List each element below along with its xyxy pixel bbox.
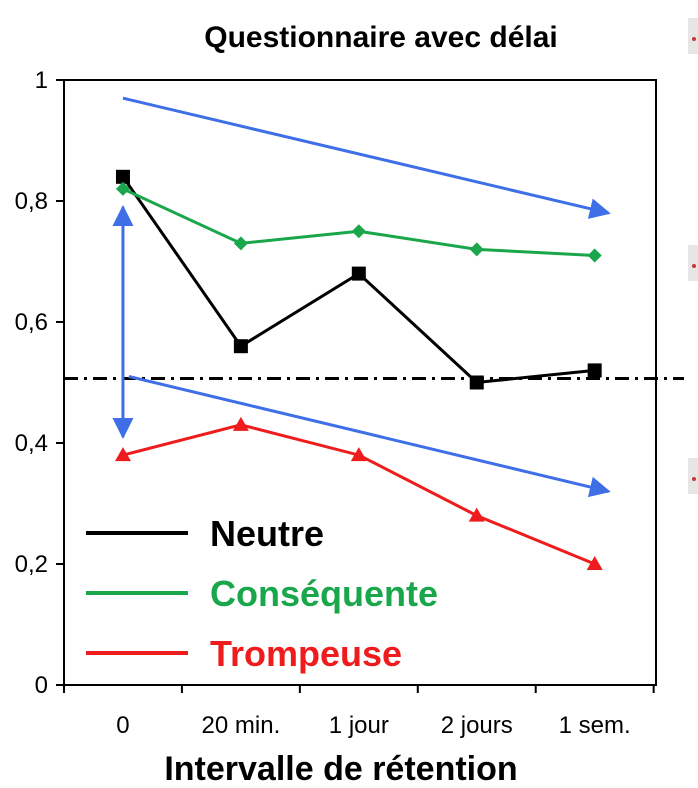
data-point-diamond [469, 242, 484, 257]
edge-fragment-dot [692, 477, 696, 481]
x-tick-label: 1 sem. [559, 712, 631, 739]
x-tick-label: 1 jour [329, 712, 389, 739]
y-axis: 0 0,2 0,4 0,6 0,8 1 [15, 67, 64, 699]
x-axis: 0 20 min. 1 jour 2 jours 1 sem. [63, 685, 655, 739]
series-trompeuse [114, 416, 603, 570]
legend-label: Trompeuse [210, 633, 402, 674]
data-point-triangle [114, 447, 131, 462]
series-line [122, 187, 595, 257]
data-point-diamond [115, 181, 130, 196]
y-tick-label: 0,8 [15, 188, 48, 215]
data-point-square [351, 266, 366, 281]
series-neutre [115, 169, 602, 390]
y-tick-label: 0,4 [15, 430, 48, 457]
data-point-square [587, 363, 602, 378]
data-point-diamond [233, 236, 248, 251]
data-point-square [115, 169, 130, 184]
data-point-triangle [586, 556, 603, 570]
data-point-square [469, 375, 484, 390]
trend-arrow [122, 96, 611, 219]
legend-label: Conséquente [210, 573, 438, 614]
plot-area-frame [63, 79, 657, 686]
data-point-diamond [351, 224, 366, 239]
annotation-layer [112, 96, 611, 498]
y-tick-label: 0 [35, 672, 48, 699]
y-tick-label: 1 [35, 67, 48, 94]
series-line [122, 423, 596, 566]
data-point-square [233, 339, 248, 354]
data-point-diamond [587, 248, 602, 263]
chart-title: Questionnaire avec délai [204, 21, 557, 54]
edge-fragment [688, 245, 698, 281]
legend-label: Neutre [210, 513, 324, 554]
data-point-triangle [350, 447, 367, 462]
edge-fragment [688, 458, 698, 494]
edge-fragment-dot [692, 37, 696, 41]
edge-fragment [688, 18, 698, 54]
series-layer [114, 169, 603, 570]
y-tick-label: 0,2 [15, 551, 48, 578]
edge-fragment-dot [692, 264, 696, 268]
x-axis-label: Intervalle de rétention [164, 750, 517, 788]
x-tick-label: 0 [116, 712, 129, 739]
trend-arrow [128, 374, 611, 498]
y-tick-label: 0,6 [15, 309, 48, 336]
data-point-triangle [232, 416, 249, 431]
data-point-triangle [468, 507, 485, 522]
x-tick-label: 2 jours [441, 712, 513, 739]
legend: Neutre Conséquente Trompeuse [86, 513, 438, 674]
series-conséquente [115, 181, 602, 263]
x-tick-label: 20 min. [202, 712, 281, 739]
